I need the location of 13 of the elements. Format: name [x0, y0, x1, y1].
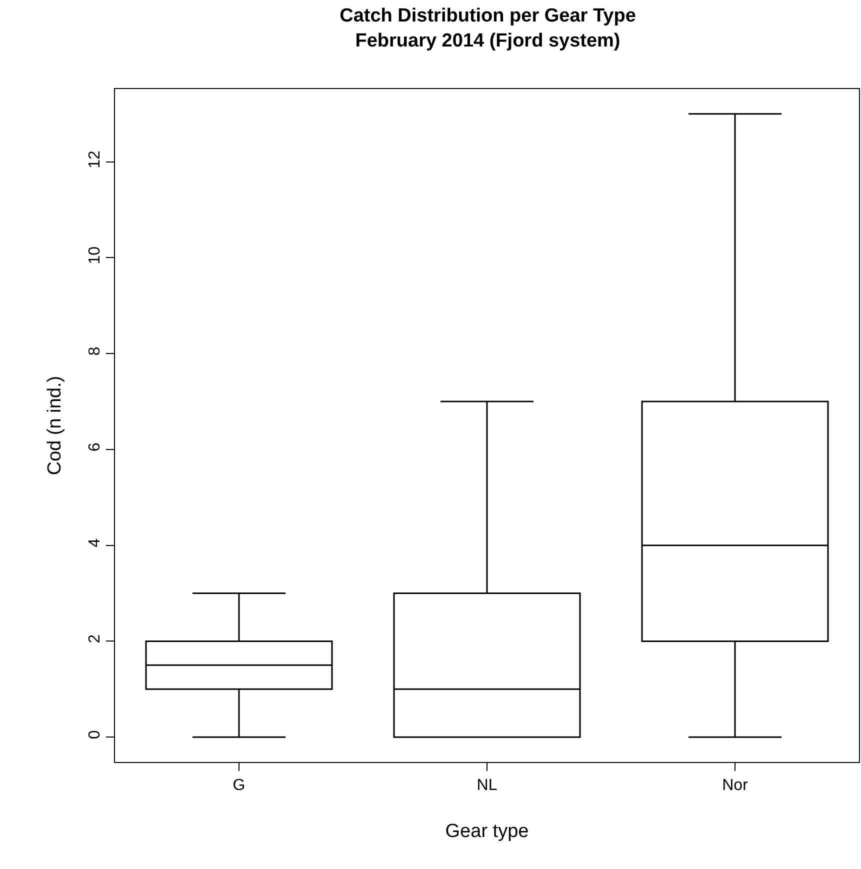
x-tick-label: Nor: [722, 777, 749, 794]
x-tick-label: G: [232, 777, 246, 794]
y-tick-label: 10: [86, 246, 104, 264]
y-tick-label: 0: [86, 730, 104, 740]
y-tick-label: 8: [86, 346, 104, 356]
y-tick-label: 2: [86, 634, 104, 644]
x-axis-title: Gear type: [445, 821, 529, 842]
y-tick-label: 6: [86, 442, 104, 452]
y-tick-label: 4: [86, 538, 104, 548]
y-tick-label: 12: [86, 150, 104, 168]
chart-title: Catch Distribution per Gear Type February 2014 (Fjord system): [340, 6, 636, 52]
y-axis-title: Cod (n ind.): [44, 376, 66, 476]
x-tick-label: NL: [476, 777, 498, 794]
